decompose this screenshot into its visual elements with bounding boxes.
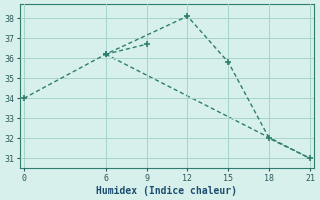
X-axis label: Humidex (Indice chaleur): Humidex (Indice chaleur)	[97, 186, 237, 196]
